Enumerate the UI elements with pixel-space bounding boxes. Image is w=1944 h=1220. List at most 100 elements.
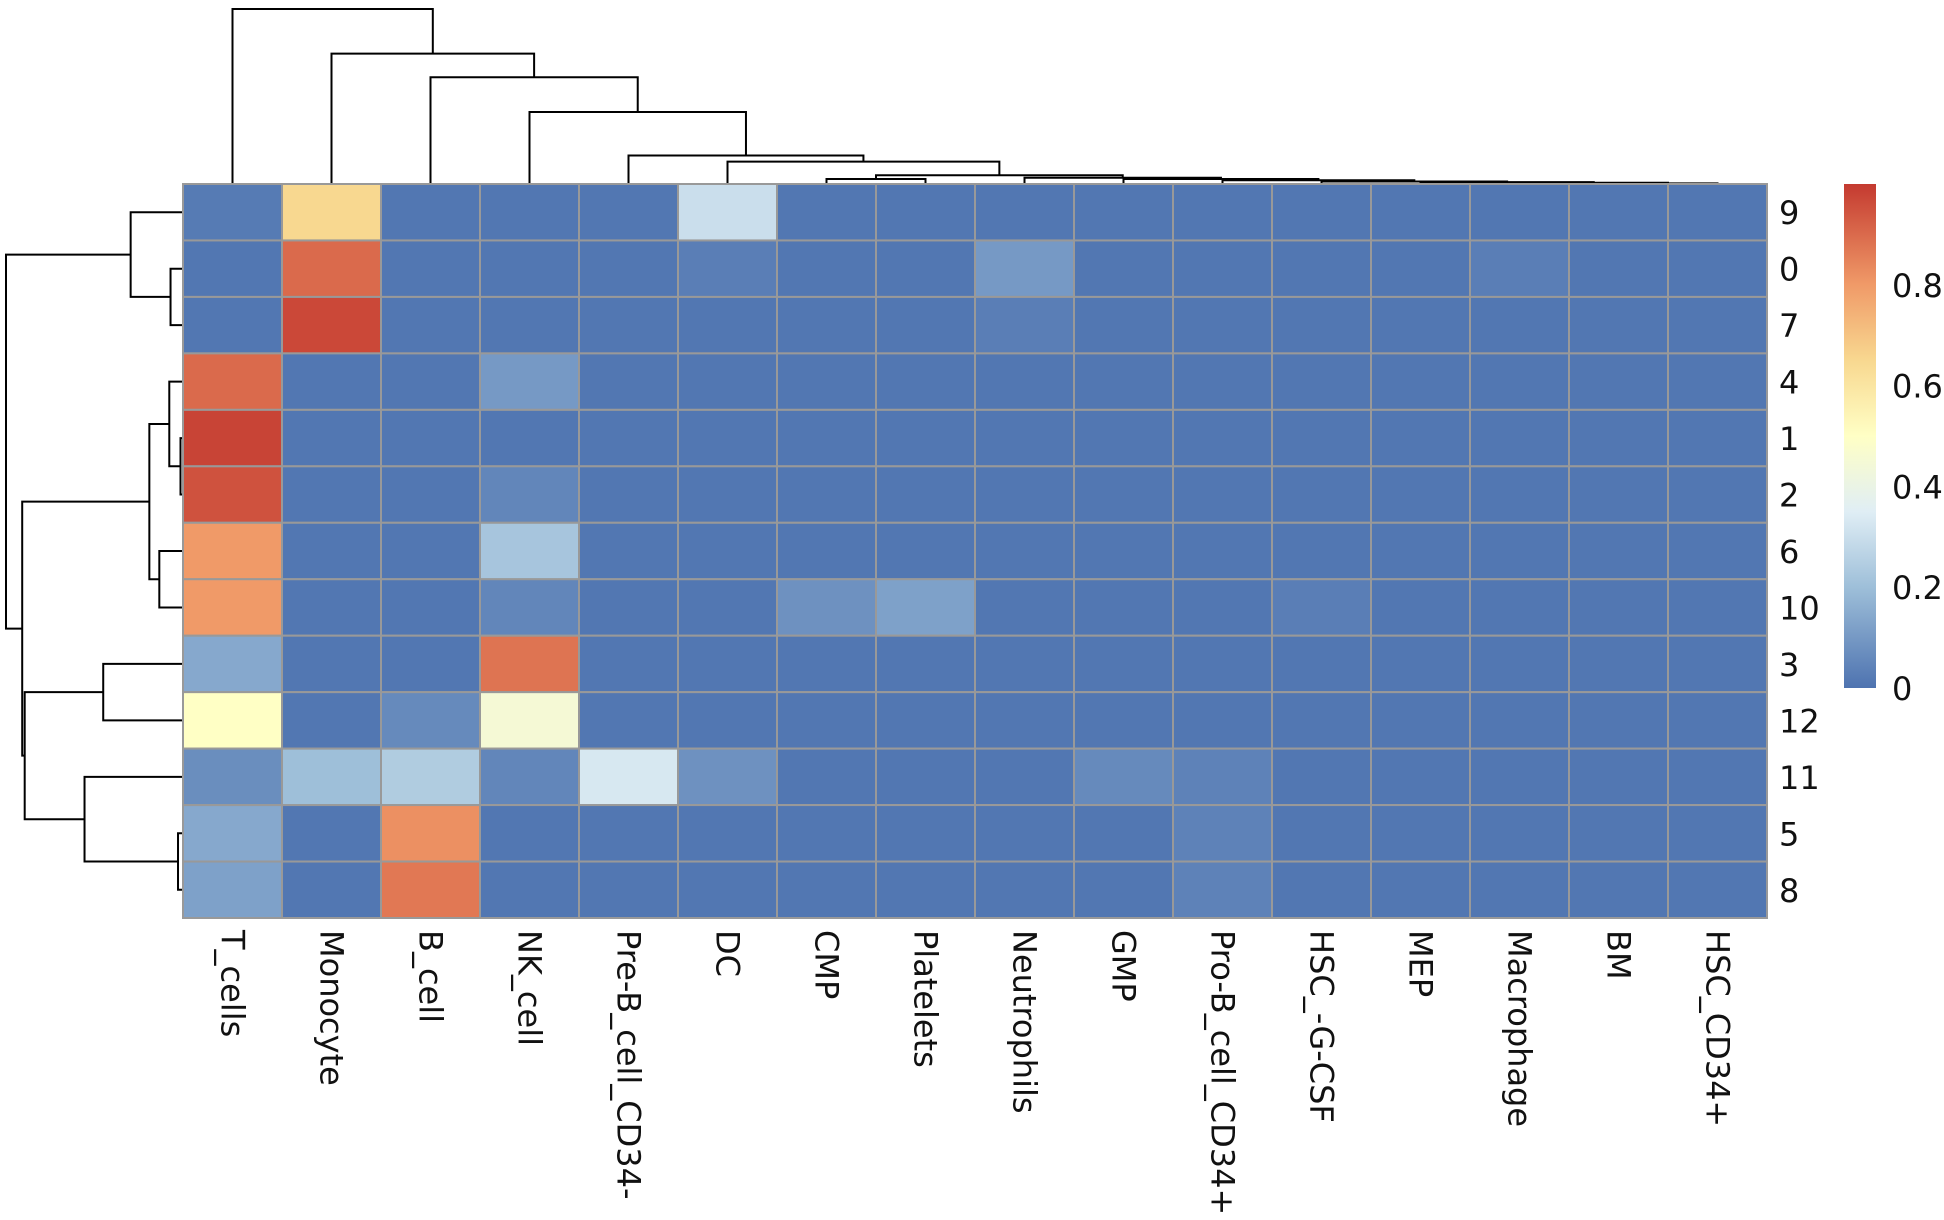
heatmap-cell xyxy=(875,465,976,524)
row-label: 11 xyxy=(1779,759,1820,797)
colorbar-ticks: 0 0.2 0.4 0.6 0.8 xyxy=(1892,267,1943,708)
heatmap-cell xyxy=(1271,578,1372,637)
heatmap-cell xyxy=(1271,747,1372,807)
row-label: 12 xyxy=(1779,702,1820,740)
heatmap-cell xyxy=(1568,295,1669,355)
heatmap-cell xyxy=(380,521,481,581)
heatmap-cell xyxy=(1271,295,1372,355)
heatmap-cell xyxy=(1370,408,1471,468)
heatmap-cell xyxy=(1370,634,1471,694)
heatmap-cell xyxy=(776,183,877,242)
heatmap-cell xyxy=(182,295,283,355)
dendrogram-link xyxy=(168,380,183,468)
heatmap-cell xyxy=(281,295,382,355)
heatmap-cell xyxy=(1172,747,1273,807)
dendrogram-link xyxy=(726,160,1001,184)
heatmap-cell xyxy=(1172,352,1273,411)
heatmap-cell xyxy=(479,352,580,411)
heatmap-cell xyxy=(1073,465,1174,524)
heatmap-cell xyxy=(380,352,481,411)
dendrogram-link xyxy=(83,775,183,863)
heatmap-cell xyxy=(1568,183,1669,242)
dendrogram-link xyxy=(21,500,150,757)
heatmap-cell xyxy=(1469,860,1570,919)
dendrogram-link xyxy=(231,8,434,184)
heatmap-cell xyxy=(1370,352,1471,411)
heatmap-cells xyxy=(182,183,1768,919)
heatmap-cell xyxy=(1667,860,1768,919)
heatmap-cell xyxy=(776,408,877,468)
heatmap-cell xyxy=(1073,804,1174,863)
heatmap-cell xyxy=(479,634,580,694)
heatmap-cell xyxy=(974,408,1075,468)
heatmap-cell xyxy=(776,352,877,411)
heatmap-cell xyxy=(1667,408,1768,468)
row-label: 5 xyxy=(1779,815,1799,853)
heatmap-cell xyxy=(1172,521,1273,581)
heatmap-cell xyxy=(1271,183,1372,242)
heatmap-cell xyxy=(578,352,679,411)
heatmap-cell xyxy=(578,465,679,524)
column-label: BM xyxy=(1600,930,1638,980)
heatmap-cell xyxy=(182,634,283,694)
heatmap-cell xyxy=(776,521,877,581)
heatmap-cell xyxy=(1568,634,1669,694)
dendrogram-link xyxy=(129,211,183,298)
column-label: GMP xyxy=(1105,930,1143,1002)
heatmap-cell xyxy=(479,239,580,298)
row-label: 6 xyxy=(1779,533,1799,571)
heatmap-cell xyxy=(281,634,382,694)
heatmap-cell xyxy=(1172,408,1273,468)
dendrogram-link xyxy=(1221,179,1416,184)
dendrogram-link xyxy=(528,111,747,184)
heatmap-cell xyxy=(974,747,1075,807)
heatmap-cell xyxy=(578,521,679,581)
column-label: Monocyte xyxy=(313,930,351,1086)
column-label: B_cell xyxy=(412,930,450,1023)
heatmap-cell xyxy=(974,352,1075,411)
heatmap-cell xyxy=(479,804,580,863)
heatmap-cell xyxy=(875,691,976,750)
heatmap-cell xyxy=(182,408,283,468)
heatmap-cell xyxy=(1667,465,1768,524)
heatmap-cell xyxy=(1667,239,1768,298)
heatmap-cell xyxy=(1271,691,1372,750)
heatmap-cell xyxy=(1172,804,1273,863)
heatmap-cell xyxy=(1073,408,1174,468)
column-label: Macrophage xyxy=(1501,930,1539,1127)
heatmap-cell xyxy=(1271,521,1372,581)
heatmap-cell xyxy=(1073,747,1174,807)
heatmap-cell xyxy=(1271,860,1372,919)
heatmap-cell xyxy=(1073,183,1174,242)
heatmap-cell xyxy=(1370,465,1471,524)
heatmap-cell xyxy=(875,521,976,581)
column-label: NK_cell xyxy=(511,930,549,1046)
heatmap-cell xyxy=(1073,295,1174,355)
heatmap-cell xyxy=(974,295,1075,355)
heatmap-cell xyxy=(479,521,580,581)
dendrogram-link xyxy=(102,662,183,722)
heatmap-cell xyxy=(1271,239,1372,298)
dendrogram-link xyxy=(627,154,865,184)
heatmap-cell xyxy=(1370,804,1471,863)
row-label: 0 xyxy=(1779,251,1799,289)
dendrogram-link xyxy=(23,691,104,821)
heatmap-cell xyxy=(380,183,481,242)
dendrogram-link xyxy=(330,52,536,184)
heatmap-cell xyxy=(479,860,580,919)
heatmap-cell xyxy=(1667,578,1768,637)
heatmap-cell xyxy=(1073,860,1174,919)
heatmap-cell xyxy=(281,860,382,919)
heatmap-cell xyxy=(1469,465,1570,524)
heatmap-cell xyxy=(578,747,679,807)
heatmap-cell xyxy=(1172,860,1273,919)
heatmap-cell xyxy=(281,352,382,411)
heatmap-cell xyxy=(1370,295,1471,355)
heatmap-cell xyxy=(776,747,877,807)
heatmap-cell xyxy=(380,408,481,468)
heatmap-cell xyxy=(1568,804,1669,863)
heatmap-cell xyxy=(1370,860,1471,919)
heatmap-cell xyxy=(776,860,877,919)
heatmap-cell xyxy=(479,578,580,637)
heatmap-cell xyxy=(677,183,778,242)
